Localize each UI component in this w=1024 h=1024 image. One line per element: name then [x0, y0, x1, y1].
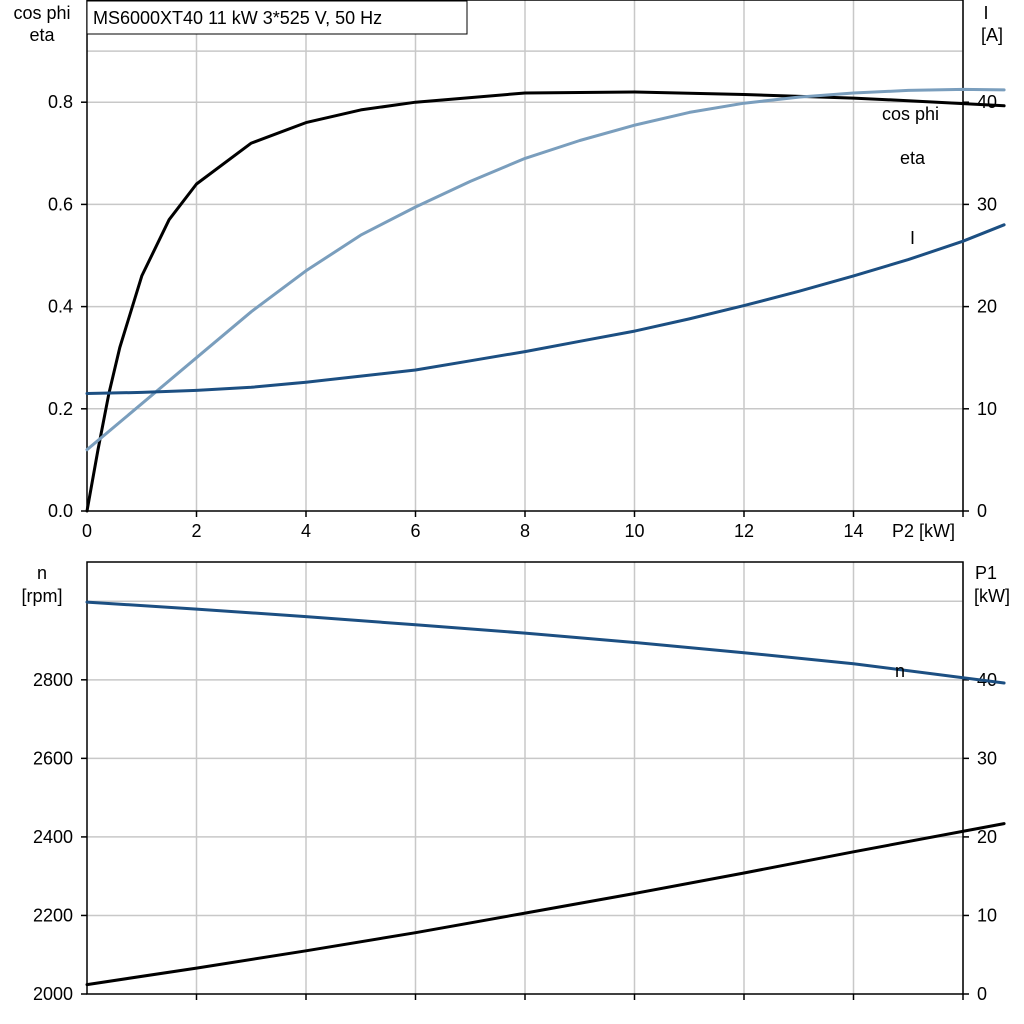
y-right-tick-label: 30: [977, 748, 997, 768]
y-left-axis-label: n: [37, 563, 47, 583]
y-left-tick-label: 0.4: [48, 297, 73, 317]
x-tick-label: 12: [734, 521, 754, 541]
series-line-cos-phi: [85, 87, 1006, 452]
y-right-tick-label: 10: [977, 399, 997, 419]
y-left-axis-unit: [rpm]: [21, 586, 62, 606]
y-right-tick-label: 20: [977, 297, 997, 317]
x-tick-label: 4: [301, 521, 311, 541]
y-right-axis-unit: [A]: [981, 25, 1003, 45]
x-tick-label: 0: [82, 521, 92, 541]
y-right-tick-label: 0: [977, 501, 987, 521]
series-line-I: [85, 223, 1006, 395]
y-right-axis-unit: [kW]: [974, 586, 1010, 606]
y-left-tick-label: 2600: [33, 748, 73, 768]
y-left-tick-label: 0.0: [48, 501, 73, 521]
y-left-tick-label: 0.8: [48, 92, 73, 112]
x-tick-label: 8: [520, 521, 530, 541]
y-right-tick-label: 40: [977, 92, 997, 112]
y-left-tick-label: 2400: [33, 827, 73, 847]
series-label-cos-phi: cos phi: [882, 104, 939, 124]
speed-power-panel: 20002200240026002800010203040n[rpm]P1[kW…: [21, 561, 1010, 1004]
title-box: [86, 0, 468, 35]
y-left-tick-label: 0.6: [48, 194, 73, 214]
y-right-tick-label: 30: [977, 194, 997, 214]
y-right-axis-label: P1: [975, 563, 997, 583]
series-label-I: I: [910, 228, 915, 248]
series-line-n: [85, 600, 1006, 685]
y-left-tick-label: 2800: [33, 670, 73, 690]
x-tick-label: 14: [843, 521, 863, 541]
x-axis-label: P2 [kW]: [892, 521, 955, 541]
y-left-axis-unit: eta: [29, 25, 55, 45]
series-line-p1: [85, 822, 1006, 987]
x-tick-label: 6: [410, 521, 420, 541]
y-right-axis-label: I: [983, 3, 988, 23]
series-line-eta: [85, 90, 1006, 513]
y-right-tick-label: 10: [977, 905, 997, 925]
series-label-n: n: [895, 661, 905, 681]
y-right-tick-label: 0: [977, 984, 987, 1004]
y-left-tick-label: 0.2: [48, 399, 73, 419]
x-tick-label: 2: [191, 521, 201, 541]
chart-title: MS6000XT40 11 kW 3*525 V, 50 Hz: [93, 8, 382, 28]
y-right-tick-label: 20: [977, 827, 997, 847]
y-left-axis-label: cos phi: [13, 3, 70, 23]
series-label-eta: eta: [900, 148, 926, 168]
x-tick-label: 10: [624, 521, 644, 541]
y-left-tick-label: 2200: [33, 905, 73, 925]
y-left-tick-label: 2000: [33, 984, 73, 1004]
